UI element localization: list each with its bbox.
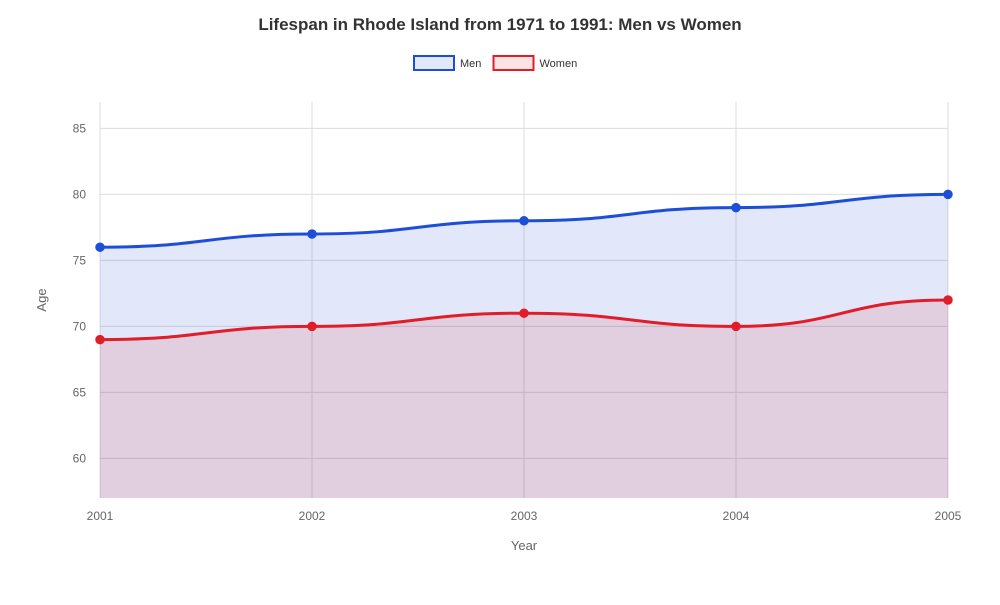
chart-title: Lifespan in Rhode Island from 1971 to 19… [258, 15, 741, 34]
y-tick-label: 80 [73, 187, 87, 201]
y-tick-label: 65 [73, 385, 87, 399]
chart-container: Lifespan in Rhode Island from 1971 to 19… [0, 0, 1000, 600]
data-point[interactable] [308, 322, 316, 330]
data-point[interactable] [944, 190, 952, 198]
y-tick-label: 70 [73, 319, 87, 333]
data-point[interactable] [944, 296, 952, 304]
data-point[interactable] [732, 322, 740, 330]
data-point[interactable] [732, 204, 740, 212]
x-axis-label: Year [511, 538, 538, 553]
x-tick-label: 2001 [87, 509, 114, 523]
legend-label: Men [460, 58, 481, 70]
data-point[interactable] [520, 309, 528, 317]
y-tick-label: 85 [73, 121, 87, 135]
x-tick-label: 2002 [299, 509, 326, 523]
data-point[interactable] [520, 217, 528, 225]
y-tick-label: 75 [73, 253, 87, 267]
legend-swatch [494, 56, 534, 70]
data-point[interactable] [96, 336, 104, 344]
chart-svg: Lifespan in Rhode Island from 1971 to 19… [0, 0, 1000, 600]
legend-swatch [414, 56, 454, 70]
y-axis-label: Age [34, 288, 49, 311]
data-point[interactable] [96, 243, 104, 251]
legend-label: Women [540, 58, 578, 70]
x-tick-label: 2005 [935, 509, 962, 523]
x-tick-label: 2004 [723, 509, 750, 523]
x-tick-label: 2003 [511, 509, 538, 523]
data-point[interactable] [308, 230, 316, 238]
y-tick-label: 60 [73, 451, 87, 465]
